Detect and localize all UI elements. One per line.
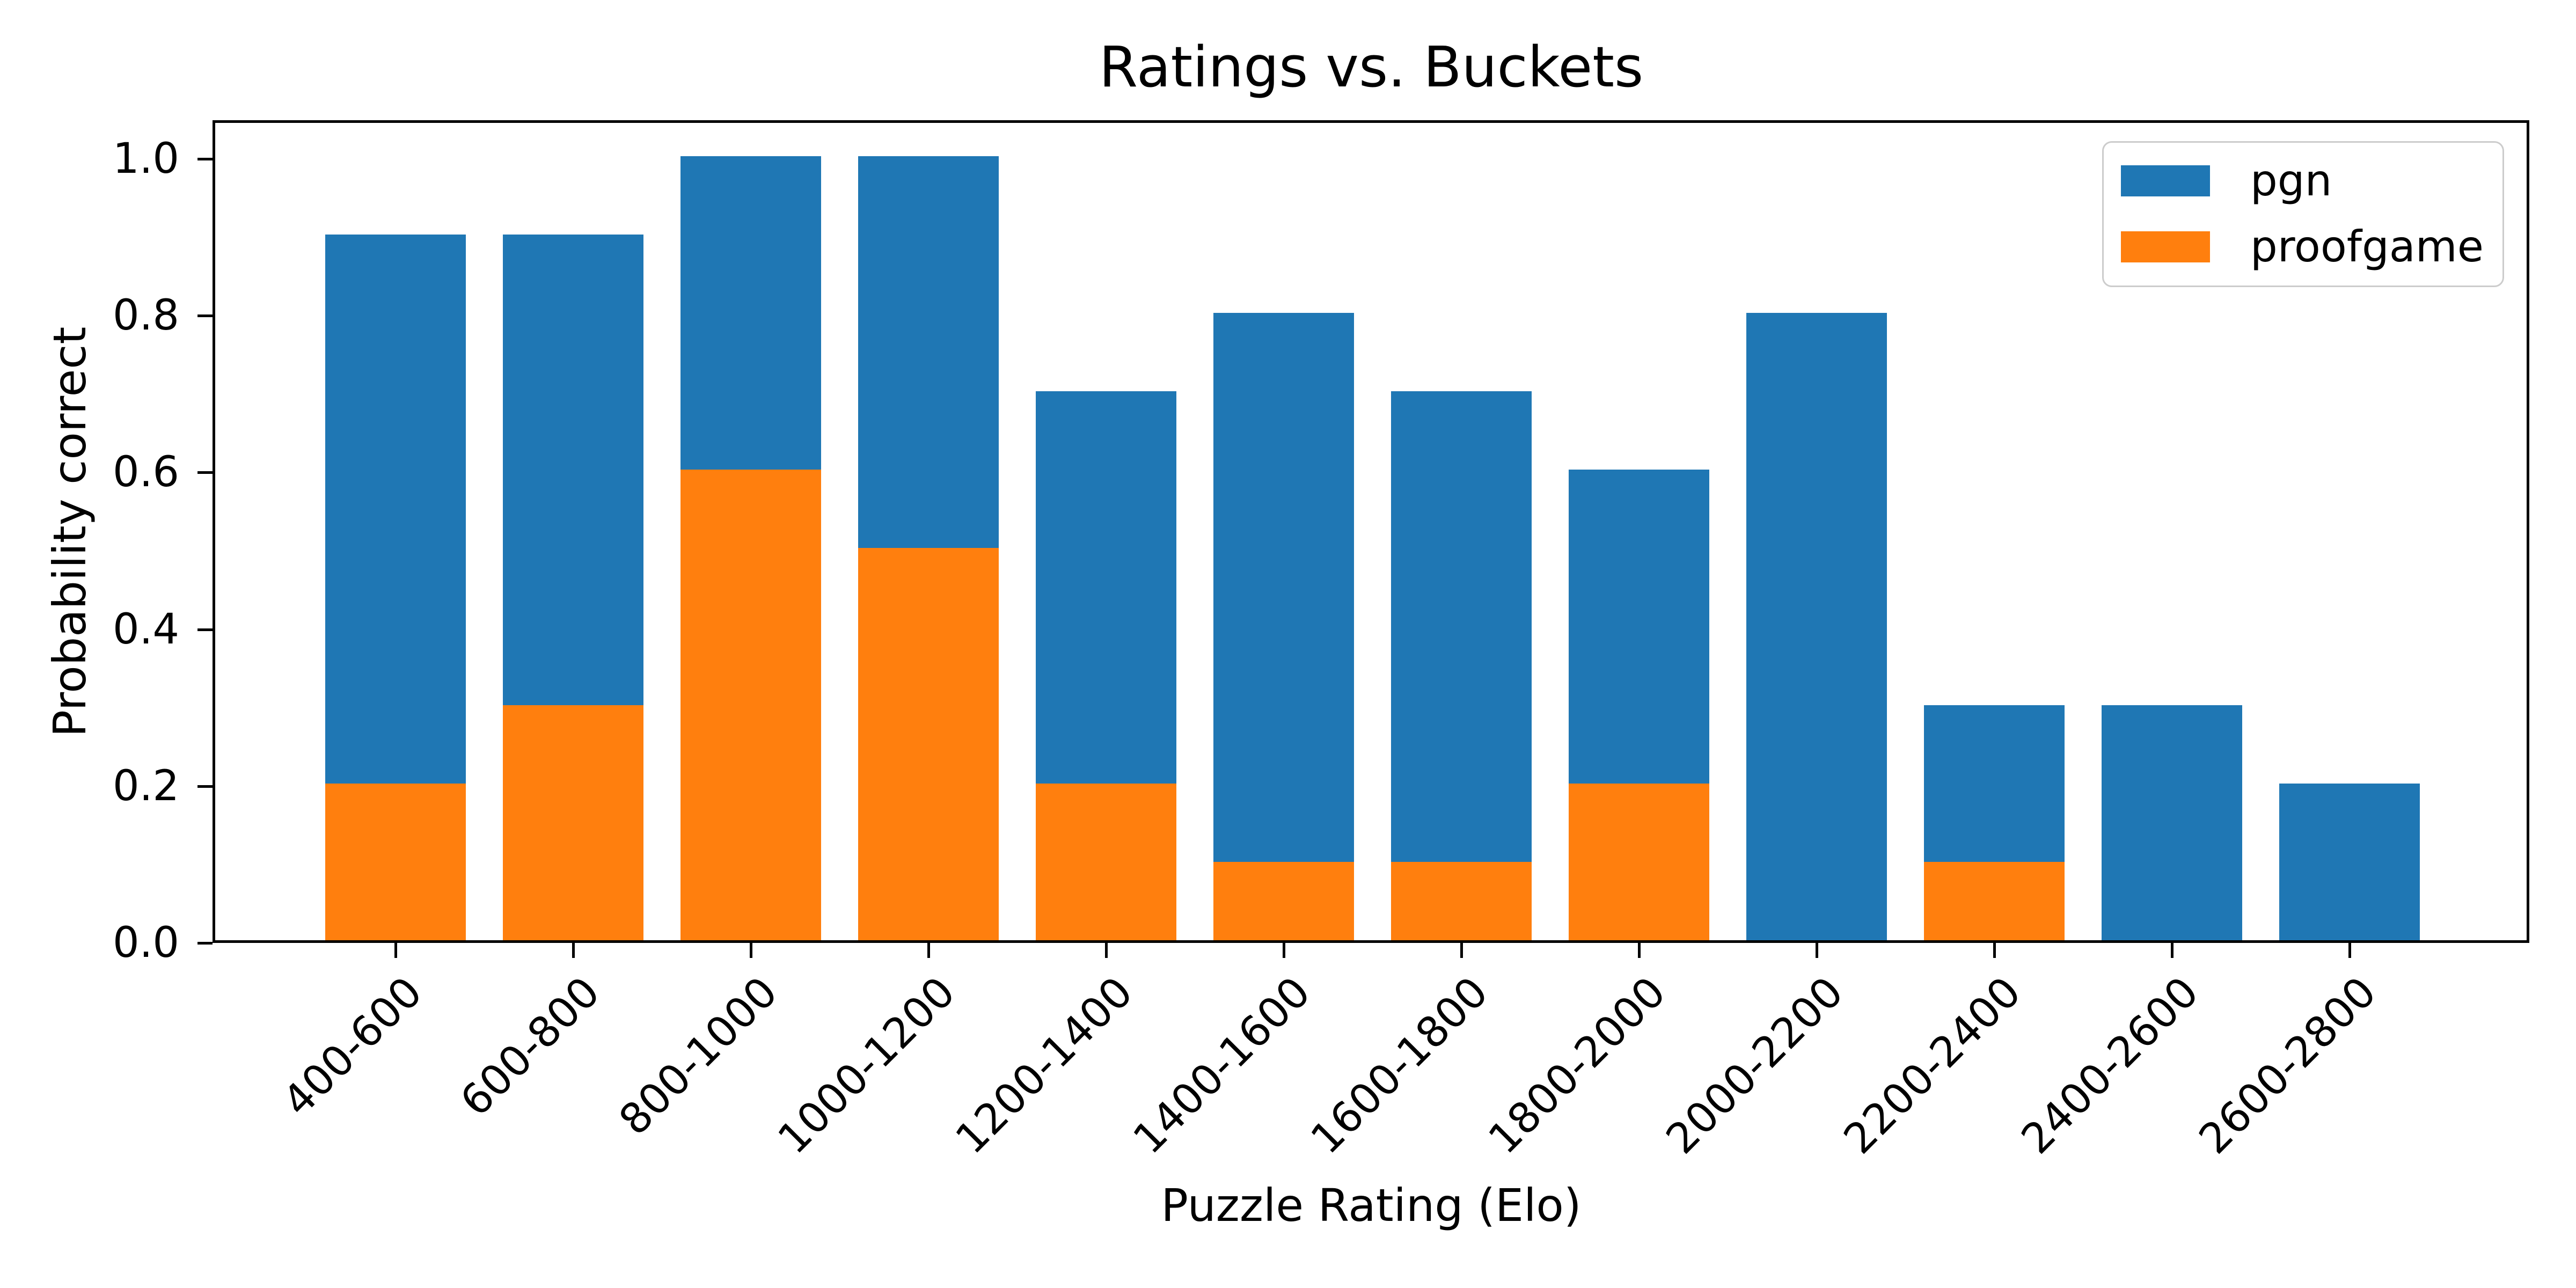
y-tick-mark-0.6 — [197, 471, 213, 474]
y-tick-label-0.6: 0.6 — [112, 448, 179, 496]
x-tick-mark-2200-2400 — [1993, 943, 1996, 958]
y-tick-label-0.2: 0.2 — [112, 762, 179, 810]
x-tick-mark-1200-1400 — [1105, 943, 1108, 958]
y-tick-mark-0.8 — [197, 314, 213, 317]
bar-proofgame-800-1000 — [680, 470, 821, 940]
x-tick-mark-2400-2600 — [2171, 943, 2174, 958]
x-tick-mark-1000-1200 — [927, 943, 930, 958]
x-tick-mark-800-1000 — [750, 943, 752, 958]
y-tick-label-0.8: 0.8 — [112, 291, 179, 340]
bar-proofgame-1600-1800 — [1391, 862, 1532, 940]
bar-pgn-1400-1600 — [1213, 313, 1354, 940]
legend-label-pgn: pgn — [2250, 156, 2332, 206]
y-tick-mark-1.0 — [197, 158, 213, 160]
x-tick-mark-400-600 — [394, 943, 397, 958]
bar-proofgame-1000-1200 — [858, 548, 999, 940]
x-tick-mark-2600-2800 — [2348, 943, 2351, 958]
y-tick-label-0.0: 0.0 — [112, 919, 179, 967]
bar-proofgame-600-800 — [503, 705, 643, 940]
x-tick-mark-1600-1800 — [1460, 943, 1463, 958]
y-tick-label-1.0: 1.0 — [112, 135, 179, 183]
x-axis-label: Puzzle Rating (Elo) — [1161, 1179, 1582, 1232]
x-tick-mark-600-800 — [572, 943, 575, 958]
bar-proofgame-1400-1600 — [1213, 862, 1354, 940]
bar-proofgame-1200-1400 — [1036, 784, 1176, 940]
bar-proofgame-400-600 — [325, 784, 466, 940]
bar-proofgame-1800-2000 — [1569, 784, 1709, 940]
y-tick-label-0.4: 0.4 — [112, 605, 179, 654]
chart-title: Ratings vs. Buckets — [1099, 34, 1644, 100]
x-tick-mark-1400-1600 — [1283, 943, 1285, 958]
bar-pgn-1600-1800 — [1391, 391, 1532, 940]
bar-proofgame-2200-2400 — [1924, 862, 2065, 940]
legend-swatch-pgn — [2121, 165, 2210, 196]
y-tick-mark-0.0 — [197, 942, 213, 945]
y-tick-mark-0.4 — [197, 628, 213, 631]
x-tick-mark-2000-2200 — [1816, 943, 1818, 958]
y-tick-mark-0.2 — [197, 785, 213, 788]
legend-swatch-proofgame — [2121, 231, 2210, 262]
y-axis-label: Probability correct — [43, 326, 96, 737]
x-tick-mark-1800-2000 — [1638, 943, 1641, 958]
legend-label-proofgame: proofgame — [2250, 222, 2484, 272]
legend: pgn proofgame — [2102, 141, 2504, 287]
bar-pgn-2000-2200 — [1746, 313, 1887, 940]
bar-pgn-2400-2600 — [2102, 705, 2242, 940]
bar-pgn-2600-2800 — [2279, 784, 2420, 940]
